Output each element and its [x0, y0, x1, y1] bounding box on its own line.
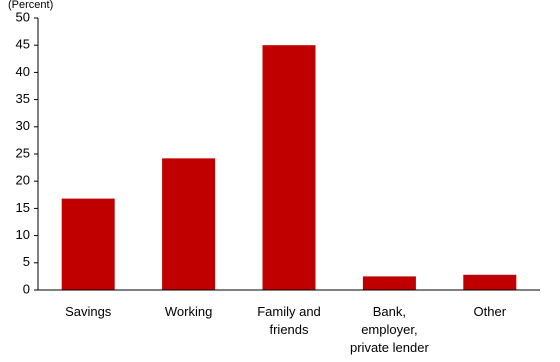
y-tick-label-5: 5 — [23, 254, 30, 269]
bar-2 — [262, 45, 316, 291]
y-tick-label-20: 20 — [16, 173, 30, 188]
y-tick-label-35: 35 — [16, 91, 30, 106]
y-axis-title: (Percent) — [8, 0, 53, 11]
y-axis: 0 5 10 15 20 25 30 35 40 45 50 — [16, 9, 38, 296]
bars-group — [61, 45, 517, 291]
y-tick-label-15: 15 — [16, 200, 30, 215]
bar-3 — [362, 276, 416, 290]
x-axis: Savings Working Family and friends Bank, empl… — [65, 304, 507, 355]
y-tick-label-40: 40 — [16, 64, 30, 79]
x-tick-label-3: Bank, employer, private lender — [350, 304, 429, 355]
x-tick-label-1: Working — [165, 304, 212, 319]
y-tick-label-45: 45 — [16, 37, 30, 52]
bar-0 — [61, 198, 115, 290]
y-tick-label-0: 0 — [23, 281, 30, 296]
y-tick-label-30: 30 — [16, 118, 30, 133]
bar-1 — [162, 158, 216, 290]
y-tick-label-25: 25 — [16, 145, 30, 160]
x-tick-label-4: Other — [474, 304, 507, 319]
x-tick-label-2: Family and friends — [257, 304, 321, 337]
bar-4 — [463, 274, 517, 290]
x-tick-label-0: Savings — [65, 304, 112, 319]
y-tick-label-50: 50 — [16, 9, 30, 24]
y-tick-label-10: 10 — [16, 227, 30, 242]
